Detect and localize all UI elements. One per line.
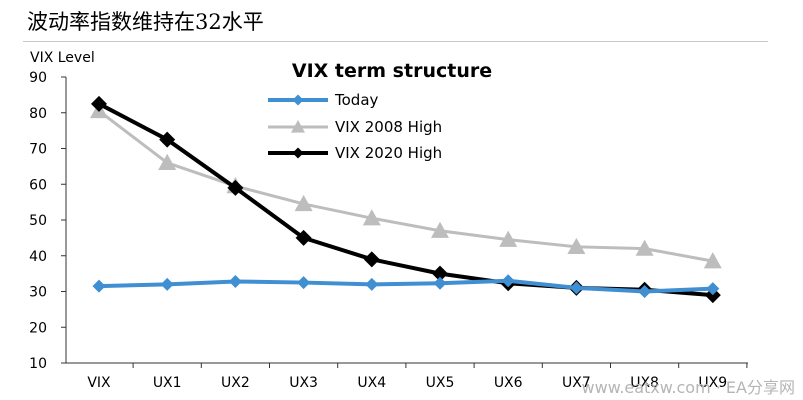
y-tick-label: 70 [29,142,47,158]
x-tick-label: UX8 [630,375,659,391]
data-point [158,153,177,170]
series-lines [90,95,722,304]
legend-item: VIX 2020 High [268,144,442,162]
y-tick-label: 60 [29,177,47,193]
data-point [635,239,654,256]
data-point [365,277,379,291]
data-point [160,277,174,291]
y-tick-label: 20 [29,320,47,336]
y-tick-label: 10 [29,356,47,372]
data-point [294,194,313,212]
data-point [92,279,106,293]
series-line [98,109,714,263]
data-point [433,276,447,290]
page-heading: 波动率指数维持在32水平 [27,10,264,34]
legend-label: VIX 2020 High [335,144,442,162]
data-point [228,274,242,288]
x-tick-label: VIX [87,375,111,391]
y-axis-label: VIX Level [30,50,95,66]
data-point [362,209,381,226]
x-tick-label: UX5 [426,375,455,391]
y-tick-label: 40 [29,249,47,265]
x-tick-label: UX6 [494,375,523,391]
data-point [227,179,244,196]
data-point [703,252,722,269]
x-tick-label: UX3 [289,375,318,391]
data-point [501,274,515,288]
y-tick-label: 30 [29,285,47,301]
y-tick-label: 80 [29,106,47,122]
y-tick-label: 50 [29,213,47,229]
data-point [569,281,583,295]
data-point [295,229,312,246]
legend-swatch-marker [292,147,304,159]
axes: 10 20 30 40 50 60 70 80 90 VIX UX1 UX2 UX3 UX4 UX5 UX6 U… [29,70,748,391]
heading-divider [23,41,768,42]
legend-item: VIX 2008 High [268,118,442,136]
series-today [92,274,720,298]
legend-label: VIX 2008 High [335,118,442,136]
data-point [431,221,449,238]
x-tick-label: UX9 [698,375,727,391]
x-tick-label: UX7 [562,375,591,391]
x-tick-label: UX1 [153,375,182,391]
data-point [432,265,448,282]
chart-title: VIX term structure [292,60,492,82]
y-tick-label: 90 [29,70,47,86]
legend-swatch-marker [291,120,305,133]
legend: Today VIX 2008 High VIX 2020 High [268,91,442,162]
data-point [706,282,720,296]
series-line [98,278,713,294]
legend-swatch-marker [292,94,304,106]
x-tick-label: UX4 [357,375,386,391]
legend-label: Today [334,91,379,109]
data-point [363,251,380,268]
x-tick-label: UX2 [221,375,250,391]
data-point [638,285,652,298]
watermark: www.eatxw.com · EA分享网 [581,378,795,397]
data-point [567,237,586,255]
data-point [297,276,311,290]
legend-item: Today [268,91,379,109]
data-point [91,95,107,112]
data-point [159,131,176,148]
data-point [499,230,518,247]
